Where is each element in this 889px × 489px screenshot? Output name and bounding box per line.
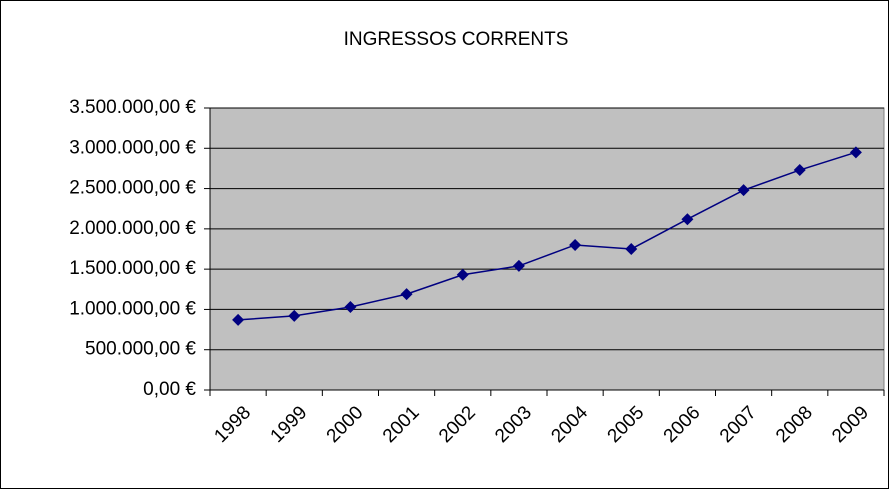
y-tick-label: 0,00 €	[143, 379, 196, 400]
data-point	[512, 259, 525, 272]
y-tick-label: 2.500.000,00 €	[69, 178, 196, 199]
y-tick-label: 1.500.000,00 €	[69, 258, 196, 279]
y-tick-label: 2.000.000,00 €	[69, 218, 196, 239]
data-point	[456, 268, 469, 281]
y-tick-label: 1.000.000,00 €	[69, 298, 196, 319]
data-point	[793, 164, 806, 177]
y-tick-label: 3.000.000,00 €	[69, 137, 196, 158]
data-point	[400, 288, 413, 301]
data-point	[569, 238, 582, 251]
data-point	[232, 313, 245, 326]
y-tick-label: 3.500.000,00 €	[69, 97, 196, 118]
data-point	[681, 213, 694, 226]
data-point	[849, 146, 862, 159]
y-tick-label: 500.000,00 €	[85, 339, 196, 360]
series-line	[238, 151, 857, 321]
chart-title: INGRESSOS CORRENTS	[344, 29, 569, 50]
data-point	[737, 184, 750, 197]
plot-area	[209, 107, 885, 391]
data-point	[625, 243, 638, 255]
data-point	[344, 301, 357, 314]
data-point	[288, 309, 301, 322]
